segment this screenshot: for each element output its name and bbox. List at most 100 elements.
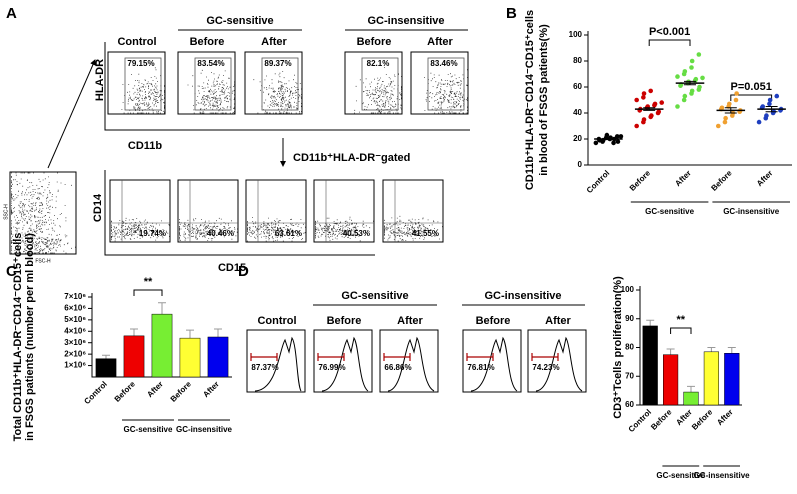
- annotation: **: [677, 314, 686, 326]
- error-bar: [130, 328, 138, 336]
- gate-percent: 82.1%: [367, 59, 390, 68]
- cell-dots: [11, 235, 76, 254]
- flow-plot: [107, 51, 166, 115]
- dot: [652, 101, 658, 107]
- dot: [767, 101, 772, 107]
- error-bar: [727, 347, 736, 354]
- y-tick-label: 40: [573, 108, 582, 117]
- marker-range: [250, 353, 278, 361]
- dot: [756, 119, 762, 125]
- annotation: **: [144, 276, 153, 288]
- flow-plot: [177, 179, 239, 243]
- dot: [681, 97, 687, 103]
- gate-percent: 63.61%: [275, 229, 302, 238]
- column-label: After: [427, 36, 453, 48]
- error-bar: [646, 319, 655, 326]
- dot: [689, 88, 695, 94]
- group-label: GC-sensitive: [656, 471, 705, 480]
- axis-label: HLA-DR: [94, 59, 106, 101]
- histogram: [254, 336, 302, 392]
- error-bar: [666, 348, 675, 355]
- x-tick-label: Before: [709, 168, 734, 193]
- cell-dots: [253, 71, 302, 114]
- gate-label: CD11b⁺HLA-DR⁻gated: [293, 152, 410, 164]
- x-tick-label: After: [715, 408, 735, 428]
- column-label: Before: [476, 315, 511, 327]
- group-label: GC-insensitive: [484, 290, 561, 302]
- bar: [663, 354, 679, 406]
- y-tick-label: 5×10⁶: [64, 315, 86, 324]
- dot: [696, 52, 702, 57]
- axis-label: FSC-H: [35, 258, 51, 264]
- flow-plot: [410, 51, 469, 115]
- range-percent: 74.23%: [532, 363, 559, 372]
- x-tick-label: Control: [627, 408, 653, 434]
- column-label: Before: [327, 315, 362, 327]
- y-tick-label: 60: [573, 82, 582, 91]
- x-tick-label: Before: [690, 407, 715, 432]
- cell-dots: [187, 69, 235, 114]
- dot: [641, 95, 646, 100]
- group-label: GC-sensitive: [206, 15, 273, 27]
- dot: [774, 93, 780, 99]
- histogram-plot: [313, 329, 373, 393]
- annotation: P<0.001: [649, 26, 690, 38]
- error-bar: [186, 329, 194, 339]
- y-axis-label: in FSGS patients (number per ml blood): [24, 233, 36, 441]
- dot: [689, 65, 694, 70]
- flow-plot: [109, 179, 171, 243]
- y-tick-label: 70: [625, 371, 634, 380]
- range-percent: 66.86%: [384, 363, 411, 372]
- group-label: GC-insensitive: [694, 471, 751, 480]
- range-percent: 76.99%: [318, 363, 345, 372]
- gate-percent: 83.46%: [430, 59, 457, 68]
- dot: [593, 140, 599, 146]
- group-label: GC-insensitive: [367, 15, 444, 27]
- bar: [724, 353, 740, 406]
- y-tick-label: 100: [621, 285, 635, 294]
- error-bar: [643, 107, 656, 111]
- x-tick-label: After: [145, 380, 165, 400]
- dot: [675, 74, 680, 79]
- y-tick-label: 0: [578, 160, 583, 169]
- y-axis-label: in blood of FSGS patients(%): [538, 24, 550, 176]
- bar: [207, 336, 229, 378]
- cell-dots: [121, 67, 165, 114]
- gate-percent: 83.54%: [197, 59, 224, 68]
- bar: [151, 313, 173, 378]
- dot: [734, 91, 739, 96]
- histogram-plot: [379, 329, 439, 393]
- dot: [615, 139, 621, 144]
- group-label: GC-sensitive: [124, 425, 173, 434]
- bracket: [730, 94, 773, 101]
- bar: [95, 358, 117, 378]
- dot: [604, 132, 610, 138]
- axis: [587, 31, 792, 166]
- dot: [689, 58, 695, 64]
- y-tick-label: 2×10⁶: [64, 349, 86, 358]
- marker-range: [383, 353, 411, 361]
- histogram-plot: [246, 329, 306, 393]
- dot: [675, 104, 680, 109]
- column-label: Before: [357, 36, 392, 48]
- axis-label: CD11b: [128, 140, 163, 152]
- cell-dots: [354, 67, 402, 114]
- dot: [649, 113, 654, 118]
- axis: [104, 42, 470, 131]
- dot: [760, 104, 766, 109]
- gate-percent: 19.74%: [139, 229, 166, 238]
- y-tick-label: 7×10⁶: [64, 292, 86, 301]
- dot: [634, 97, 639, 103]
- x-tick-label: Before: [113, 379, 138, 404]
- cell-dots: [384, 215, 443, 242]
- gate: [361, 57, 399, 111]
- dot: [641, 91, 647, 96]
- column-label: Control: [257, 315, 296, 327]
- cell-dots: [424, 69, 468, 114]
- flow-plot: [244, 51, 303, 115]
- dot: [611, 140, 616, 146]
- y-tick-label: 100: [569, 30, 583, 39]
- gate-percent: 40.46%: [207, 229, 234, 238]
- histogram-plot: [462, 329, 522, 393]
